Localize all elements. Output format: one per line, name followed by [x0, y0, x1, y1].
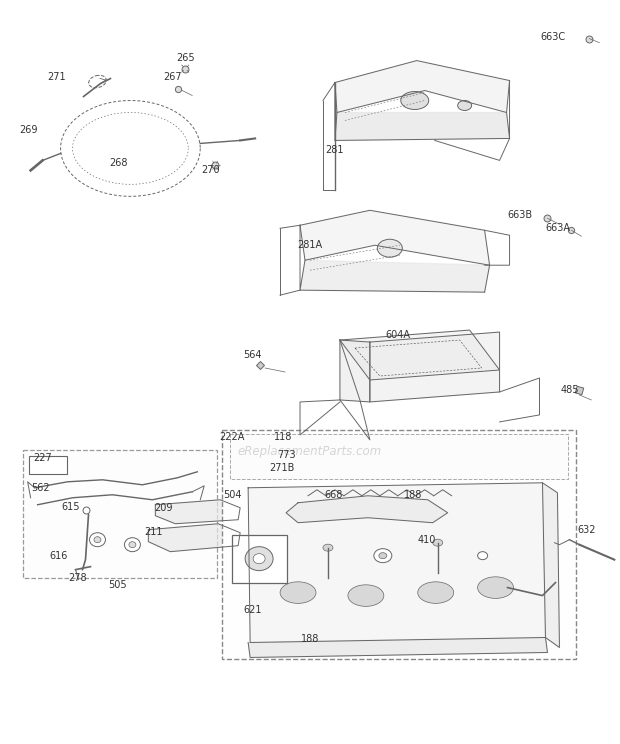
Ellipse shape	[379, 553, 387, 559]
Ellipse shape	[89, 75, 106, 88]
Text: 269: 269	[19, 126, 38, 135]
Bar	[232, 535, 287, 583]
Text: 621: 621	[243, 605, 262, 615]
Text: 268: 268	[109, 158, 128, 168]
Text: 773: 773	[277, 450, 295, 460]
Text: 188: 188	[301, 635, 319, 644]
Text: 278: 278	[68, 573, 87, 583]
Bar	[29, 456, 66, 474]
Polygon shape	[286, 496, 448, 523]
Ellipse shape	[374, 548, 392, 562]
Text: 222A: 222A	[219, 432, 245, 442]
Text: 663A: 663A	[545, 223, 570, 234]
Polygon shape	[335, 60, 510, 112]
Text: 668: 668	[325, 490, 343, 500]
Ellipse shape	[129, 542, 136, 548]
Polygon shape	[248, 638, 547, 658]
Text: 615: 615	[61, 501, 80, 512]
Ellipse shape	[94, 536, 101, 542]
Ellipse shape	[253, 554, 265, 564]
Polygon shape	[300, 211, 490, 265]
FancyBboxPatch shape	[230, 434, 569, 479]
Ellipse shape	[323, 544, 333, 551]
Ellipse shape	[401, 92, 429, 109]
Text: 281A: 281A	[298, 240, 322, 250]
Text: 663C: 663C	[540, 32, 565, 42]
Polygon shape	[156, 500, 240, 524]
Ellipse shape	[477, 551, 487, 559]
Text: 211: 211	[144, 527, 162, 536]
Polygon shape	[248, 483, 546, 643]
Ellipse shape	[280, 582, 316, 603]
Polygon shape	[340, 330, 500, 380]
Text: 267: 267	[163, 71, 182, 82]
Polygon shape	[370, 332, 500, 402]
Ellipse shape	[477, 577, 513, 598]
Ellipse shape	[418, 582, 454, 603]
Ellipse shape	[458, 100, 472, 111]
Text: 209: 209	[154, 503, 172, 513]
Text: 265: 265	[176, 53, 195, 62]
Text: 271: 271	[47, 71, 66, 82]
Ellipse shape	[245, 547, 273, 571]
FancyBboxPatch shape	[23, 450, 217, 577]
Text: 410: 410	[417, 535, 436, 545]
FancyBboxPatch shape	[222, 430, 577, 659]
Text: 281: 281	[326, 145, 344, 155]
Polygon shape	[542, 483, 559, 647]
Text: 188: 188	[404, 490, 422, 500]
Text: 604A: 604A	[385, 330, 410, 340]
Text: 505: 505	[108, 580, 126, 589]
Text: 616: 616	[50, 551, 68, 561]
Text: eReplacementParts.com: eReplacementParts.com	[238, 446, 382, 458]
Text: 562: 562	[31, 483, 50, 493]
Polygon shape	[335, 83, 337, 141]
Text: 504: 504	[223, 490, 241, 500]
Text: 271B: 271B	[269, 463, 294, 473]
Text: 663B: 663B	[507, 211, 532, 220]
Ellipse shape	[89, 533, 105, 547]
Ellipse shape	[125, 538, 140, 551]
Text: 270: 270	[201, 165, 219, 176]
Ellipse shape	[433, 539, 443, 546]
Text: 485: 485	[560, 385, 578, 395]
Ellipse shape	[348, 585, 384, 606]
Text: 227: 227	[33, 453, 52, 463]
Polygon shape	[300, 260, 490, 292]
Polygon shape	[148, 524, 240, 551]
Polygon shape	[335, 112, 510, 141]
Polygon shape	[340, 340, 370, 402]
Text: 564: 564	[243, 350, 262, 360]
Ellipse shape	[378, 240, 402, 257]
Text: 118: 118	[274, 432, 292, 442]
Text: 632: 632	[577, 525, 596, 535]
